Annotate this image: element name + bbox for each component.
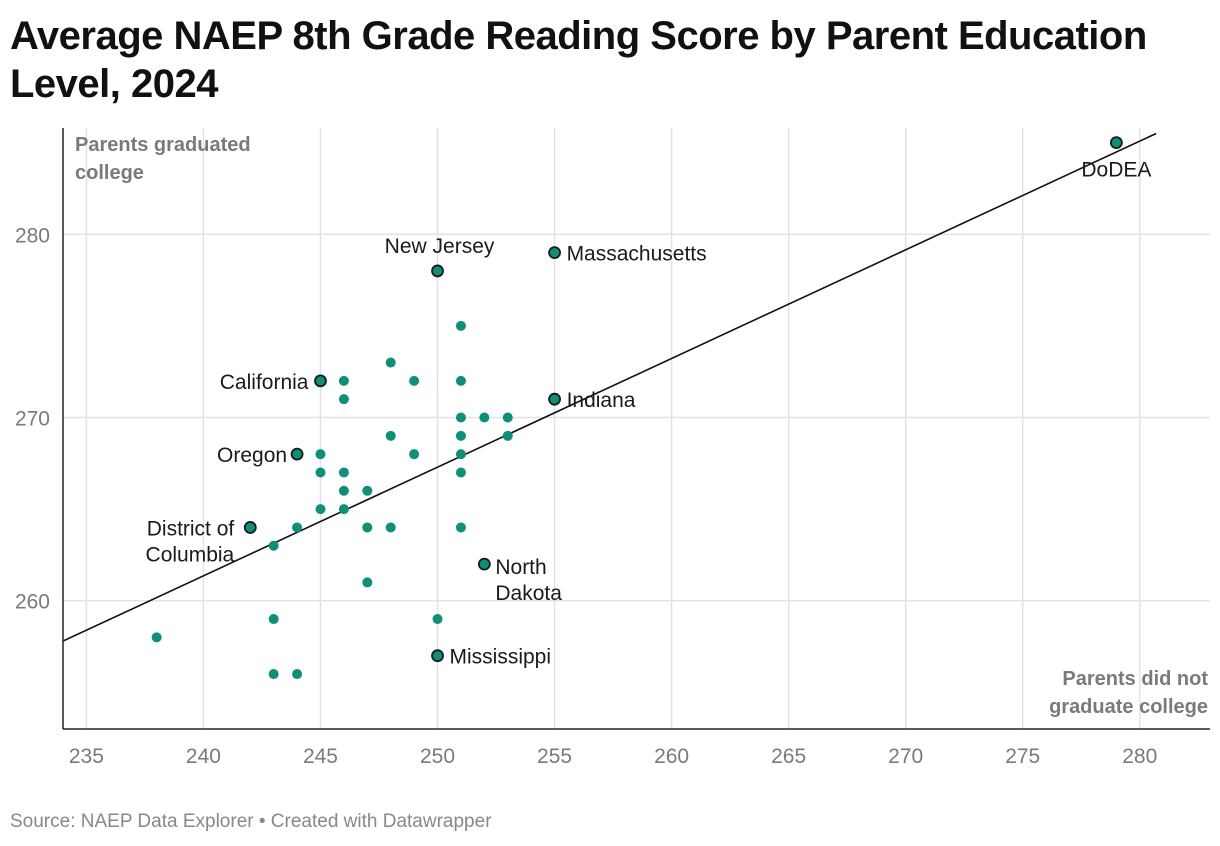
point-label-line: California [220, 371, 309, 394]
chart-title: Average NAEP 8th Grade Reading Score by … [10, 14, 1147, 106]
data-point [315, 449, 326, 460]
point-label-line: Mississippi [450, 646, 552, 669]
x-tick-label: 235 [69, 745, 104, 768]
highlight-point [548, 392, 561, 406]
point-label: DoDEA [1081, 159, 1151, 182]
corner-label-top-left: Parents graduated [75, 134, 251, 156]
data-points [151, 136, 1123, 680]
x-tick-label: 245 [303, 745, 338, 768]
data-point [409, 375, 420, 386]
corner-label-top-left: college [75, 162, 144, 184]
data-point [151, 632, 162, 643]
point-label: Mississippi [450, 646, 552, 669]
point-label: North Dakota [495, 556, 562, 605]
data-point [362, 522, 373, 533]
x-tick-label: 265 [771, 745, 806, 768]
x-tick-label: 275 [1005, 745, 1040, 768]
highlight-point [1109, 136, 1123, 150]
point-label-line: Dakota [495, 582, 562, 605]
highlight-point [243, 521, 257, 534]
x-tick-label: 280 [1122, 745, 1157, 768]
point-label-line: Columbia [146, 543, 235, 566]
point-label: District of Columbia [146, 517, 235, 566]
data-point [315, 504, 326, 515]
source-footer: Source: NAEP Data Explorer • Created wit… [10, 811, 492, 832]
data-point [315, 467, 326, 478]
data-point [338, 394, 349, 405]
data-point [455, 467, 466, 478]
data-point [268, 669, 279, 680]
data-point [385, 522, 396, 533]
point-labels: DoDEA Massachusetts New Jersey California In… [146, 159, 1152, 669]
data-point [455, 449, 466, 460]
x-tick-label: 255 [537, 745, 572, 768]
point-label-line: District of [147, 517, 235, 540]
x-tick-label: 250 [420, 745, 455, 768]
highlight-point [314, 374, 327, 388]
data-point [268, 614, 279, 625]
data-point [268, 540, 279, 551]
x-tick-label: 260 [654, 745, 689, 768]
y-tick-label: 280 [15, 224, 50, 247]
point-label: California [220, 371, 309, 394]
data-point [455, 412, 466, 423]
x-tick-label: 270 [888, 745, 923, 768]
point-label: New Jersey [385, 235, 495, 258]
highlight-point [290, 447, 304, 461]
data-point [338, 375, 349, 386]
gridlines [63, 128, 1210, 729]
data-point [479, 412, 490, 423]
data-point [362, 577, 373, 588]
data-point [432, 614, 443, 625]
axes [62, 128, 1210, 730]
data-point [385, 357, 396, 368]
point-label: Massachusetts [567, 243, 707, 266]
corner-labels: Parents graduated college Parents did not g… [75, 134, 1208, 718]
highlight-point [431, 649, 444, 663]
corner-label-bottom-right: Parents did not [1062, 668, 1208, 690]
highlight-point [548, 246, 561, 259]
tick-labels: 235 240 245 250 255 260 265 270 275 280 260 270 280 [15, 224, 1157, 768]
data-point [338, 467, 349, 478]
y-tick-label: 260 [15, 591, 50, 614]
point-label-line: Indiana [567, 389, 636, 412]
data-point [502, 412, 513, 423]
y-tick-label: 270 [15, 408, 50, 431]
trend-line [62, 132, 1157, 642]
corner-label-bottom-right: graduate college [1049, 696, 1208, 718]
data-point [338, 485, 349, 496]
point-label-line: North [495, 556, 546, 579]
data-point [338, 504, 349, 515]
point-label: Oregon [217, 444, 287, 467]
point-label-line: DoDEA [1081, 159, 1151, 182]
data-point [409, 449, 420, 460]
data-point [455, 375, 466, 386]
highlight-point [477, 557, 491, 571]
highlight-point [431, 264, 444, 278]
point-label: Indiana [567, 389, 636, 412]
data-point [385, 430, 396, 441]
data-point [292, 669, 303, 680]
data-point [455, 522, 466, 533]
x-tick-label: 240 [186, 745, 221, 768]
data-point [455, 320, 466, 331]
data-point [362, 485, 373, 496]
data-point [292, 522, 303, 533]
data-point [455, 430, 466, 441]
point-label-line: Massachusetts [567, 243, 707, 266]
point-label-line: New Jersey [385, 235, 495, 258]
point-label-line: Oregon [217, 444, 287, 467]
data-point [502, 430, 513, 441]
